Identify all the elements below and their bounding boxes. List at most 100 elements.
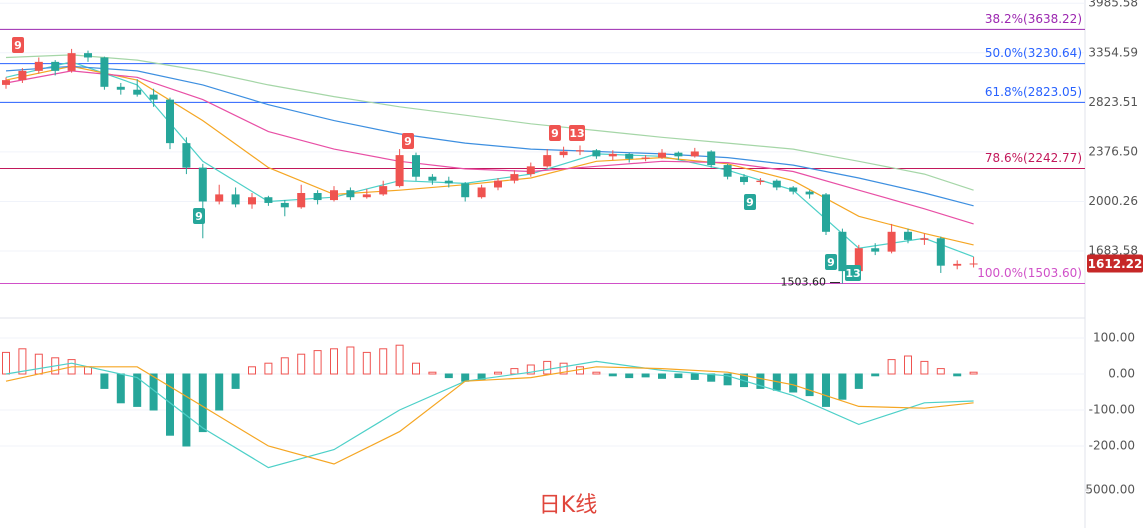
macd-bar — [116, 373, 125, 404]
td-marker — [744, 194, 756, 210]
macd-bar — [625, 373, 634, 379]
candle-body — [379, 186, 388, 195]
fib-label: 100.0%(1503.60) — [977, 266, 1082, 280]
macd-bar — [215, 373, 224, 411]
candle-body — [149, 94, 158, 100]
macd-bar — [756, 373, 765, 389]
candle-body — [100, 57, 109, 87]
macd-bar — [969, 371, 978, 375]
candle-body — [658, 152, 666, 158]
macd-bar — [854, 373, 863, 389]
macd-bar — [592, 371, 601, 375]
td-marker — [845, 265, 861, 281]
candle-body — [18, 70, 27, 81]
macd-line — [5, 360, 974, 469]
moving-average — [5, 54, 974, 191]
candle-body — [592, 150, 601, 157]
candle-body — [395, 155, 404, 187]
macd-bar — [789, 373, 798, 393]
fib-label: 50.0%(3230.64) — [985, 46, 1082, 60]
caption: 日K线 — [539, 493, 597, 518]
macd-bar — [510, 368, 519, 375]
macd-bar — [2, 351, 10, 375]
macd-bar — [805, 373, 814, 397]
candle-body — [2, 80, 10, 85]
macd-bar — [100, 373, 109, 389]
macd-line — [5, 366, 974, 465]
macd-bar — [362, 351, 371, 375]
moving-average — [5, 70, 974, 225]
candle-body — [444, 180, 453, 184]
last-price-label: 1612.22 — [1088, 257, 1143, 271]
candle-body — [510, 174, 519, 181]
macd-bar — [658, 373, 666, 379]
macd-bar — [608, 373, 617, 377]
candle-body — [740, 176, 748, 183]
candle-body — [625, 153, 634, 159]
macd-bar — [330, 348, 338, 375]
td-marker — [193, 208, 205, 224]
candle-body — [887, 231, 896, 252]
candle-body — [182, 143, 191, 168]
candle-body — [904, 231, 912, 240]
macd-bar — [920, 360, 929, 375]
candle-body — [297, 192, 306, 208]
macd-bar — [182, 373, 191, 447]
candle-body — [608, 153, 617, 157]
macd-bar — [198, 373, 207, 433]
candle-body — [920, 238, 929, 240]
candle-body — [936, 238, 945, 266]
candle-body — [412, 155, 420, 177]
macd-bar — [674, 373, 683, 379]
macd-tick-label: -200.00 — [1089, 439, 1135, 453]
macd-bar — [953, 373, 962, 377]
candle-body — [756, 180, 765, 183]
td-marker — [569, 125, 585, 141]
candle-body — [822, 194, 830, 232]
candle-body — [723, 165, 732, 177]
macd-bar — [428, 371, 437, 375]
candle-body — [772, 180, 781, 188]
candle-body — [198, 167, 207, 202]
candle-body — [690, 151, 699, 157]
macd-bar — [346, 346, 355, 375]
y-tick-label: 3985.58 — [1088, 0, 1138, 10]
y-tick-label: 2376.50 — [1088, 144, 1138, 158]
y-tick-label: 1683.58 — [1088, 244, 1138, 258]
macd-bar — [297, 353, 306, 375]
candle-body — [805, 191, 814, 195]
td-marker — [402, 133, 414, 149]
macd-tick-label: -100.00 — [1089, 403, 1135, 417]
macd-bar — [461, 373, 470, 382]
fib-label: 61.8%(2823.05) — [985, 85, 1082, 99]
macd-bar — [641, 373, 650, 378]
candle-body — [84, 53, 92, 58]
macd-bar — [690, 373, 699, 380]
candle-body — [428, 176, 437, 181]
macd-bar — [133, 373, 142, 407]
td-label: 9 — [746, 196, 754, 209]
macd-bar — [543, 360, 552, 375]
y-tick-label: 2823.51 — [1088, 95, 1138, 109]
macd-bar — [494, 371, 502, 375]
candle-body — [215, 194, 224, 202]
candle-body — [461, 183, 470, 198]
macd-bar — [723, 373, 732, 386]
td-marker — [825, 254, 837, 270]
candle-body — [313, 192, 322, 201]
macd-bar — [231, 373, 240, 389]
macd-bar — [34, 353, 43, 375]
macd-bar — [822, 373, 830, 407]
candle-body — [248, 197, 256, 205]
macd-bar — [838, 373, 847, 400]
y-tick-label: 3354.59 — [1088, 45, 1138, 59]
candle-body — [543, 155, 552, 167]
macd-bar — [166, 373, 174, 436]
td-label: 13 — [569, 127, 584, 140]
td-label: 9 — [14, 39, 22, 52]
macd-bar — [264, 362, 273, 375]
low-label: 1503.60 — [781, 276, 827, 289]
macd-bar — [395, 344, 404, 375]
macd-bar — [280, 357, 289, 375]
